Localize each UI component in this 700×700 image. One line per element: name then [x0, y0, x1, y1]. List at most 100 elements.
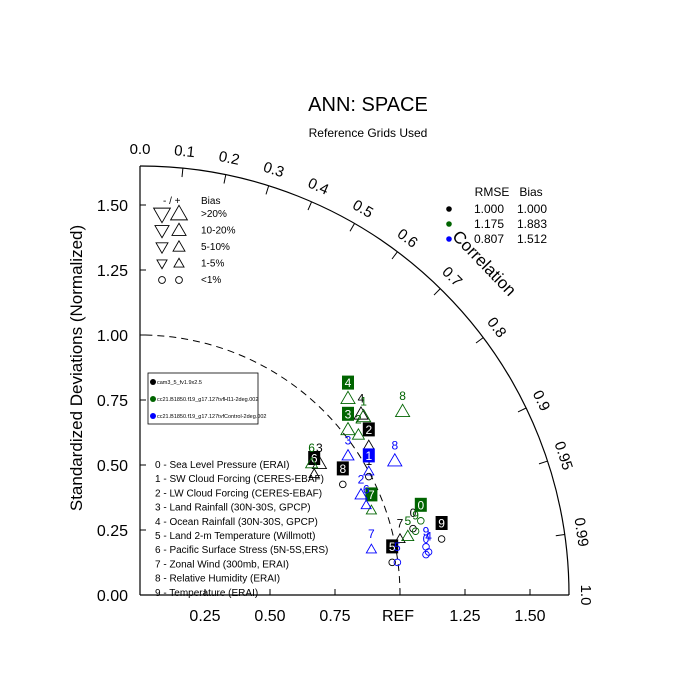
data-marker — [365, 472, 373, 481]
bias-legend-tri-down — [155, 242, 169, 255]
correlation-tick-mark — [181, 168, 184, 178]
data-marker — [394, 532, 406, 543]
rmse-table-marker — [446, 221, 452, 227]
correlation-tick-label: 0.1 — [173, 142, 195, 161]
x-tick-label: 0.25 — [189, 608, 220, 625]
data-marker — [388, 558, 396, 567]
variable-legend-item: 6 - Pacific Surface Stress (5N-5S,ERS) — [155, 545, 328, 556]
data-point-label: 2 — [355, 413, 362, 427]
rmse-header: RMSE — [475, 185, 510, 199]
x-tick-label: 1.25 — [449, 608, 480, 625]
correlation-tick-mark — [223, 174, 227, 184]
data-label-box — [362, 448, 375, 463]
correlation-tick-mark — [265, 185, 270, 195]
bias-legend-tri-down — [154, 225, 170, 239]
bias-legend-bias-header: Bias — [201, 196, 220, 207]
data-point-label: 4 — [345, 376, 352, 390]
rmse-value: 0.807 — [474, 232, 504, 246]
data-point-label: 3 — [316, 441, 323, 455]
chart-subtitle: Reference Grids Used — [309, 126, 428, 140]
correlation-tick-label: 0.9 — [529, 388, 553, 414]
data-marker — [393, 558, 402, 567]
correlation-tick-label: 0.3 — [261, 159, 286, 181]
correlation-arc — [139, 165, 570, 596]
correlation-tick-label: 0.7 — [438, 263, 465, 290]
variable-legend-item: 4 - Ocean Rainfall (30N-30S, GPCP) — [155, 517, 318, 528]
data-marker — [340, 421, 356, 436]
data-point-label: 6 — [363, 483, 370, 497]
data-points: 012345678901234567890123456789 — [304, 375, 448, 567]
rmse-value: 1.175 — [474, 217, 504, 231]
data-point-label: 8 — [399, 389, 406, 403]
x-tick-label: 0.50 — [254, 608, 285, 625]
series-legend-label: cc21.B1850.f19_g17.127tvfH11-2deg.002 — [157, 397, 258, 403]
y-tick-label: 1.00 — [97, 328, 128, 345]
series-legend-marker — [150, 396, 156, 402]
data-point-label: 0 — [417, 498, 424, 512]
bias-legend-sign-header: - / + — [163, 196, 181, 207]
data-point-label: 2 — [358, 472, 365, 486]
data-marker — [386, 452, 403, 467]
correlation-tick-label: 0.95 — [551, 439, 576, 472]
series-legend-label: cc21.B1850.f19_g17.127tvfControl-2deg.00… — [157, 414, 266, 420]
data-point-label: 3 — [345, 407, 352, 421]
correlation-tick-label: 1.0 — [577, 585, 594, 606]
data-point-label: 7 — [368, 527, 375, 541]
correlation-tick-label: 0.4 — [305, 175, 331, 199]
data-label-box — [342, 375, 354, 390]
data-marker — [401, 529, 415, 542]
data-point-label: 6 — [311, 452, 318, 466]
variable-legend-item: 2 - LW Cloud Forcing (CERES-EBAF) — [155, 488, 322, 499]
data-point-label: 5 — [389, 540, 396, 554]
y-tick-label: 0.00 — [97, 588, 128, 605]
variable-legend-item: 5 - Land 2-m Temperature (Willmott) — [155, 531, 315, 542]
data-label-box — [414, 497, 427, 512]
rmse-value: 1.000 — [474, 202, 504, 216]
data-marker — [362, 439, 375, 450]
y-tick-label: 1.25 — [97, 263, 128, 280]
chart-title: ANN: SPACE — [308, 94, 428, 116]
data-marker — [340, 390, 356, 404]
data-point-label: 0 — [410, 506, 417, 520]
bias-legend-label: 1-5% — [201, 259, 224, 270]
data-marker — [437, 535, 446, 543]
y-tick-label: 0.25 — [97, 523, 128, 540]
bias-value: 1.000 — [517, 202, 547, 216]
data-marker — [422, 543, 430, 551]
bias-legend-label: 10-20% — [201, 226, 236, 237]
rmse-table-marker — [446, 236, 452, 242]
data-marker — [409, 524, 417, 533]
bias-legend-label: >20% — [201, 209, 227, 220]
variable-legend-item: 8 - Relative Humidity (ERAI) — [155, 574, 280, 585]
data-point-label: 5 — [404, 514, 411, 528]
data-marker — [394, 403, 411, 417]
variable-legend-item: 9 - Temperature (ERAI) — [155, 588, 258, 599]
correlation-tick-mark — [349, 223, 355, 232]
x-tick-label: 1.50 — [514, 608, 545, 625]
data-marker — [308, 467, 321, 478]
bias-legend-label: <1% — [201, 275, 221, 286]
series-legend-marker — [150, 379, 156, 385]
data-label-box — [362, 422, 375, 437]
data-point-label: 7 — [397, 517, 404, 531]
correlation-tick-mark — [307, 201, 313, 211]
series-legend-label: cam3_5_fv1.9x2.5 — [157, 380, 202, 386]
data-point-label: 7 — [368, 488, 375, 502]
reference-arc — [139, 334, 401, 596]
data-point-label: 5 — [394, 540, 401, 554]
data-marker — [365, 504, 378, 515]
variable-legend-item: 0 - Sea Level Pressure (ERAI) — [155, 460, 290, 471]
correlation-tick-mark — [538, 460, 548, 465]
bias-legend-tri-up — [173, 257, 185, 268]
data-point-label: 9 — [423, 524, 430, 538]
data-point-label: 1 — [360, 394, 367, 408]
data-marker — [351, 427, 366, 440]
bias-legend-tri-down — [152, 207, 172, 224]
rmse-table-marker — [446, 206, 452, 212]
bias-legend-circle — [158, 276, 166, 284]
data-point-label: 9 — [412, 509, 419, 523]
bias-legend-tri-up — [169, 204, 189, 221]
correlation-tick-label: 0.5 — [349, 197, 376, 222]
data-point-label: 4 — [358, 392, 365, 406]
